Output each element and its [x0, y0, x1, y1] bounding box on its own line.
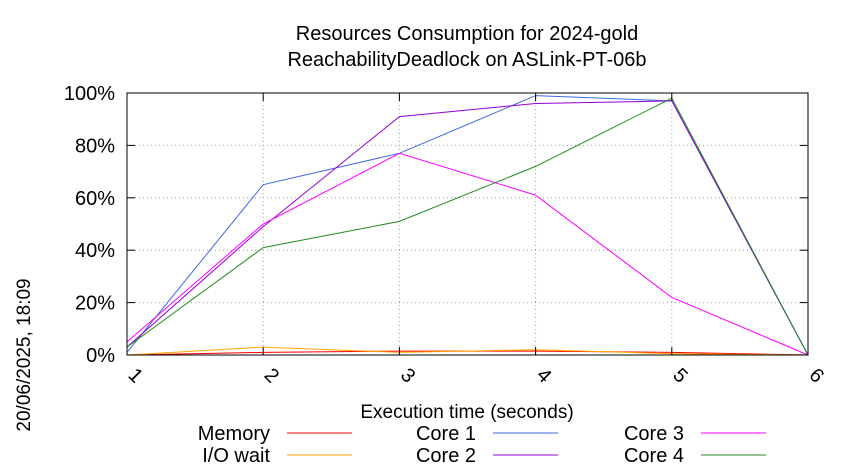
- chart-subtitle: ReachabilityDeadlock on ASLink-PT-06b: [287, 49, 646, 71]
- legend-label-memory: Memory: [198, 423, 270, 445]
- y-tick-label: 20%: [75, 293, 115, 315]
- legend-label-core-1: Core 1: [416, 423, 476, 445]
- x-tick-label: 6: [805, 364, 828, 387]
- series-line-core-1: [126, 95, 809, 356]
- x-tick-label: 4: [532, 364, 555, 387]
- y-tick-label: 0%: [86, 345, 115, 367]
- legend-label-core-4: Core 4: [624, 445, 684, 467]
- series-line-core-4: [126, 97, 809, 356]
- x-axis-ticks: 1 2 3 4 5 6: [124, 93, 828, 387]
- chart-title: Resources Consumption for 2024-gold: [296, 23, 638, 45]
- x-tick-label: 5: [668, 364, 691, 387]
- series-line-i-o-wait: [126, 346, 809, 356]
- y-axis-ticks: 0% 20% 40% 60% 80% 100%: [64, 83, 808, 367]
- grid: [127, 93, 808, 355]
- plot-frame: [126, 92, 809, 356]
- series-lines: [126, 95, 809, 356]
- y-tick-label: 80%: [75, 135, 115, 157]
- y-tick-label: 100%: [64, 83, 115, 105]
- series-line-core-2: [126, 100, 809, 356]
- legend-label-core-3: Core 3: [624, 423, 684, 445]
- y-tick-label: 40%: [75, 240, 115, 262]
- y-tick-label: 60%: [75, 188, 115, 210]
- legend-label-core-2: Core 2: [416, 445, 476, 467]
- legend-label-i-o-wait: I/O wait: [202, 445, 270, 467]
- x-axis-label: Execution time (seconds): [360, 402, 573, 423]
- series-line-core-3: [126, 152, 809, 356]
- side-timestamp: 20/06/2025, 18:09: [14, 278, 35, 431]
- x-tick-label: 3: [396, 364, 419, 387]
- x-tick-label: 2: [260, 364, 283, 387]
- x-tick-label: 1: [124, 364, 147, 387]
